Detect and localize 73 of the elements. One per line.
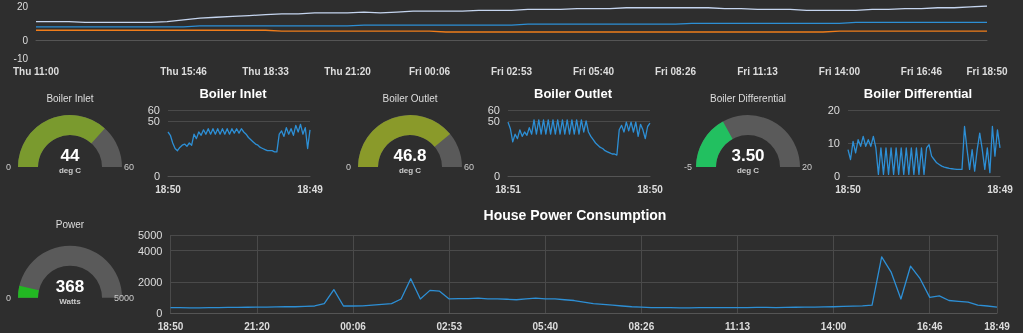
text: Watts (59, 296, 82, 306)
x-tick-label: 11:13 (724, 320, 751, 332)
data-label: 0 (6, 162, 12, 173)
chart-title: House Power Consumption (483, 207, 667, 223)
x-tick-label: 21:20 (244, 320, 271, 332)
text: deg C (398, 166, 422, 176)
x-tick-label: 18:49 (987, 183, 1014, 195)
x-tick-label: 18:50 (637, 183, 664, 195)
y-tick-label: 50 (487, 115, 500, 127)
y-tick-label: -10 (13, 52, 29, 64)
x-tick-label: Fri 14:00 (818, 65, 861, 77)
text: Boiler Inlet (46, 92, 94, 104)
x-tick-label: 18:49 (984, 320, 1011, 332)
text: deg C (58, 166, 82, 176)
x-tick-label: 18:50 (835, 183, 862, 195)
x-tick-label: Thu 15:46 (160, 65, 208, 77)
x-tick-label: 14:00 (820, 320, 847, 332)
x-tick-label: Fri 11:13 (737, 65, 779, 77)
x-tick-label: 18:51 (495, 183, 522, 195)
data-label: 60 (123, 162, 134, 173)
x-tick-label: Fri 16:46 (900, 65, 943, 77)
y-tick-label: 20 (16, 0, 29, 12)
x-tick-label: 18:50 (157, 320, 184, 332)
x-tick-label: Thu 11:00 (12, 65, 60, 77)
y-tick-label: 0 (493, 170, 500, 182)
x-tick-label: Thu 21:20 (324, 65, 372, 77)
chart-title: Boiler Outlet (533, 86, 613, 101)
y-tick-label: 60 (147, 104, 160, 116)
y-tick-label: 50 (147, 115, 160, 127)
text: deg C (736, 166, 760, 176)
data-label: 5000 (113, 292, 134, 303)
y-tick-label: 0 (22, 35, 29, 47)
x-tick-label: 18:49 (297, 183, 324, 195)
y-tick-label: 20 (827, 104, 840, 116)
y-tick-label: 0 (153, 170, 160, 182)
data-label: -5 (684, 162, 693, 173)
data-label: 60 (463, 162, 474, 173)
chart-title: Boiler Inlet (199, 86, 268, 101)
line-series (847, 125, 1001, 175)
data-label: 0 (6, 292, 12, 303)
x-tick-label: Fri 02:53 (490, 65, 533, 77)
text: Boiler Outlet (382, 92, 438, 104)
data-label: 368 (55, 276, 85, 296)
line-series (35, 5, 988, 24)
x-tick-label: 00:06 (340, 320, 367, 332)
data-label: 3.50 (731, 146, 765, 166)
x-tick-label: 05:40 (532, 320, 559, 332)
y-tick-label: 0 (833, 170, 840, 182)
x-tick-label: Fri 08:26 (654, 65, 697, 77)
line-series (507, 119, 651, 156)
data-label: 20 (801, 162, 812, 173)
x-tick-label: Thu 18:33 (242, 65, 290, 77)
x-tick-label: Fri 00:06 (408, 65, 451, 77)
data-label: 0 (346, 162, 352, 173)
text: Power (55, 218, 85, 230)
y-tick-label: 2000 (137, 275, 163, 288)
x-tick-label: Fri 18:50 (966, 65, 1008, 77)
text: Boiler Differential (710, 92, 786, 104)
chart-title: Boiler Differential (863, 86, 973, 101)
y-tick-label: 4000 (137, 244, 163, 257)
x-tick-label: 16:46 (916, 320, 943, 332)
line-series (167, 123, 311, 153)
x-tick-label: 02:53 (436, 320, 463, 332)
data-label: 46.8 (393, 146, 427, 166)
y-tick-label: 0 (156, 307, 163, 319)
x-tick-label: Fri 05:40 (572, 65, 615, 77)
y-tick-label: 5000 (137, 229, 163, 241)
data-label: 44 (60, 146, 80, 166)
y-tick-label: 10 (827, 137, 840, 149)
y-tick-label: 60 (487, 104, 500, 116)
x-tick-label: 08:26 (628, 320, 655, 332)
x-tick-label: 18:50 (155, 183, 182, 195)
line-series (169, 256, 998, 309)
